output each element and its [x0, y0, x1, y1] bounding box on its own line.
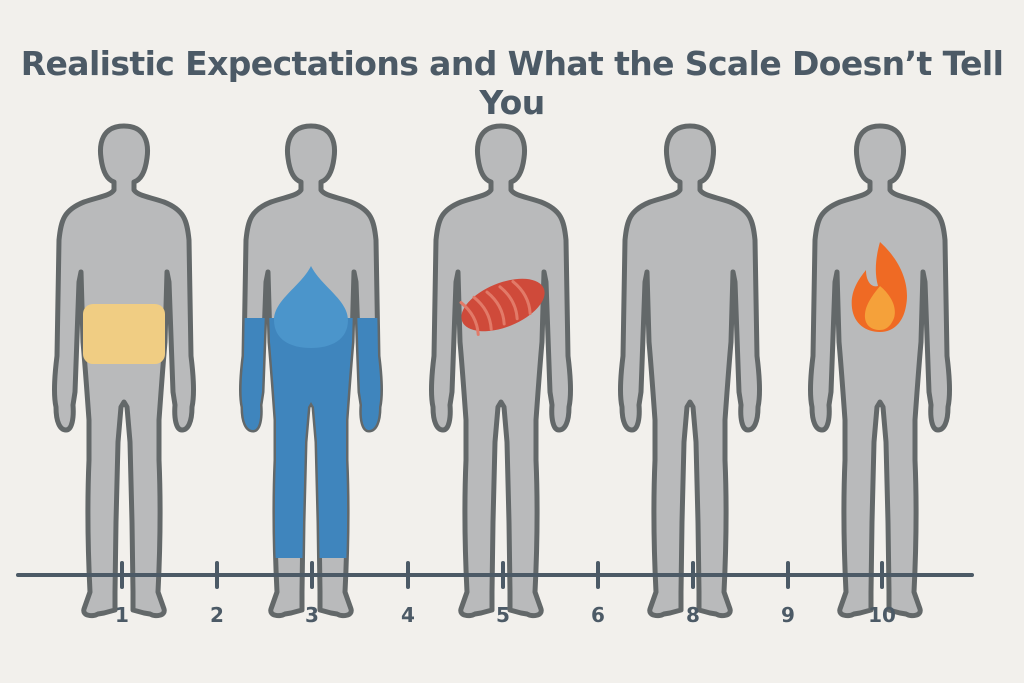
muscle-fiber [485, 290, 506, 326]
body-silhouette [811, 126, 950, 616]
body-silhouette [55, 126, 194, 616]
water-drop-icon [274, 266, 348, 348]
tick-label: 4 [401, 603, 415, 627]
tick-label: 3 [305, 603, 319, 627]
muscle-fiber [472, 295, 493, 331]
tick-label: 6 [591, 603, 605, 627]
body-silhouette [432, 126, 571, 616]
figure-fire [811, 126, 950, 616]
page-title: Realistic Expectations and What the Scal… [20, 44, 1004, 122]
tick-label: 10 [868, 603, 896, 627]
muscle-fiber [498, 285, 519, 321]
tick-label: 1 [115, 603, 129, 627]
figure-plain [621, 126, 760, 616]
fire-icon [851, 242, 907, 332]
flame-inner [864, 286, 895, 330]
tick-label: 5 [496, 603, 510, 627]
tick-label: 8 [686, 603, 700, 627]
fat-region-icon [83, 304, 165, 364]
figure-fat [55, 126, 194, 616]
muscle-fiber [459, 301, 480, 336]
tick-label: 2 [210, 603, 224, 627]
body-silhouette [621, 126, 760, 616]
muscle-fiber [511, 280, 532, 315]
muscle-icon [459, 278, 545, 336]
figure-muscle [432, 126, 571, 616]
tick-label: 9 [781, 603, 795, 627]
